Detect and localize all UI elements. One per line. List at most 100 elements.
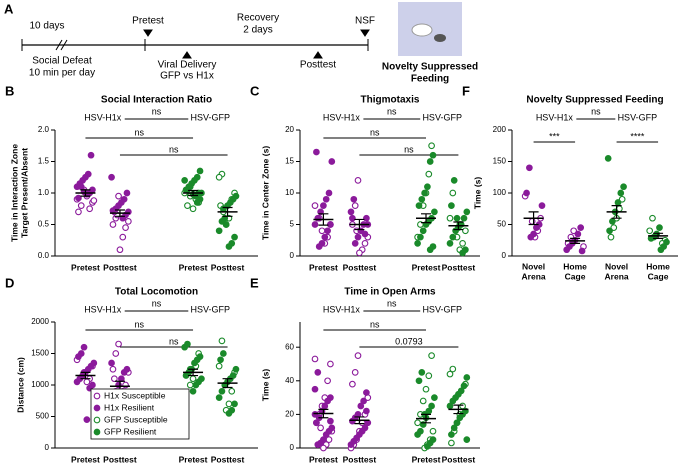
data-point <box>115 340 122 348</box>
data-point <box>327 417 334 425</box>
data-point <box>189 375 197 383</box>
y-tick-label: 2000 <box>31 317 49 326</box>
data-point <box>620 183 627 191</box>
data-point <box>361 230 369 238</box>
data-point <box>313 419 320 427</box>
data-point <box>324 377 331 385</box>
data-point <box>463 436 471 443</box>
data-point <box>606 227 613 235</box>
data-point <box>446 370 454 378</box>
y-tick-label: 40 <box>285 376 294 385</box>
y-tick-label: 1.0 <box>38 188 50 197</box>
data-point <box>321 233 329 241</box>
comparison-label: ns <box>134 319 144 329</box>
panel-letter: D <box>5 275 14 290</box>
data-point <box>446 402 454 410</box>
data-point <box>231 233 238 241</box>
data-point <box>218 337 226 345</box>
data-point <box>450 424 458 432</box>
data-point <box>189 387 197 395</box>
comparison-label: *** <box>549 131 560 141</box>
data-point <box>448 431 455 438</box>
y-tick-label: 10 <box>285 188 294 197</box>
data-point <box>604 155 612 162</box>
data-point <box>189 205 197 213</box>
error-bar <box>528 211 539 226</box>
data-point <box>86 205 93 213</box>
error-bar <box>570 237 581 244</box>
data-point <box>446 214 454 222</box>
data-point <box>574 230 582 238</box>
data-point <box>356 249 363 257</box>
data-point <box>181 343 188 351</box>
data-point <box>448 439 455 447</box>
data-point <box>448 202 455 209</box>
data-point <box>431 208 438 216</box>
y-tick-label: 60 <box>285 342 294 351</box>
y-tick-label: 500 <box>36 412 50 421</box>
data-point <box>181 177 188 184</box>
y-tick-label: 2.0 <box>38 125 50 134</box>
data-point <box>315 243 323 250</box>
error-bar <box>222 378 233 389</box>
data-point <box>311 385 319 393</box>
data-point <box>431 394 438 401</box>
data-point <box>656 224 663 231</box>
data-point <box>462 227 469 235</box>
comparison-label: ns <box>169 336 179 346</box>
timeline-label: Social Defeat <box>32 56 92 67</box>
data-point <box>324 227 331 235</box>
y-tick-label: 5 <box>290 220 295 229</box>
panel-letter: B <box>5 83 14 98</box>
y-tick-label: 0 <box>290 443 295 452</box>
y-tick-label: 0.0 <box>38 251 50 260</box>
data-point <box>109 221 117 228</box>
y-axis-label: Target Present/Absent <box>19 148 29 238</box>
data-point <box>414 431 421 438</box>
comparison-label: ns <box>404 144 414 154</box>
data-point <box>459 249 466 257</box>
data-point <box>108 359 115 367</box>
error-bar <box>318 408 329 419</box>
data-point <box>184 202 191 209</box>
data-point <box>125 218 132 225</box>
group-significance: ns <box>152 106 162 116</box>
data-point <box>109 365 117 373</box>
y-tick-label: 1000 <box>31 380 49 389</box>
timeline-label: 10 min per day <box>29 68 95 79</box>
data-point <box>192 381 200 389</box>
legend-label: GFP Susceptible <box>104 414 168 424</box>
data-point <box>311 221 319 228</box>
data-point <box>657 246 665 254</box>
data-point <box>414 419 421 427</box>
data-point <box>460 214 468 222</box>
x-tick-label: Pretest <box>179 454 208 464</box>
nsf-label: Novelty Suppressed <box>382 62 478 73</box>
data-point <box>111 375 118 383</box>
data-point <box>414 240 421 247</box>
x-tick-label: Posttest <box>442 262 476 272</box>
data-point <box>115 192 122 200</box>
y-tick-label: 15 <box>285 157 294 166</box>
error-bar <box>421 213 431 224</box>
data-point <box>349 417 356 425</box>
data-point <box>354 233 362 241</box>
y-axis-label: Time (s) <box>472 177 482 210</box>
data-point <box>578 247 586 255</box>
y-tick-label: 0.5 <box>38 220 50 229</box>
chart-title: Social Interaction Ratio <box>101 95 212 106</box>
data-point <box>426 158 434 165</box>
legend-label: H1x Susceptible <box>104 390 166 400</box>
y-axis-label: Time (s) <box>260 369 270 402</box>
data-point <box>463 208 471 216</box>
data-point <box>425 372 433 380</box>
data-point <box>422 385 430 393</box>
group-label: HSV-H1x <box>84 304 122 314</box>
x-tick-label: Cage <box>565 271 586 281</box>
data-point <box>453 214 461 222</box>
x-tick-label: Pretest <box>71 262 100 272</box>
data-point <box>463 374 471 381</box>
x-tick-label: Arena <box>605 271 629 281</box>
data-point <box>453 419 461 427</box>
